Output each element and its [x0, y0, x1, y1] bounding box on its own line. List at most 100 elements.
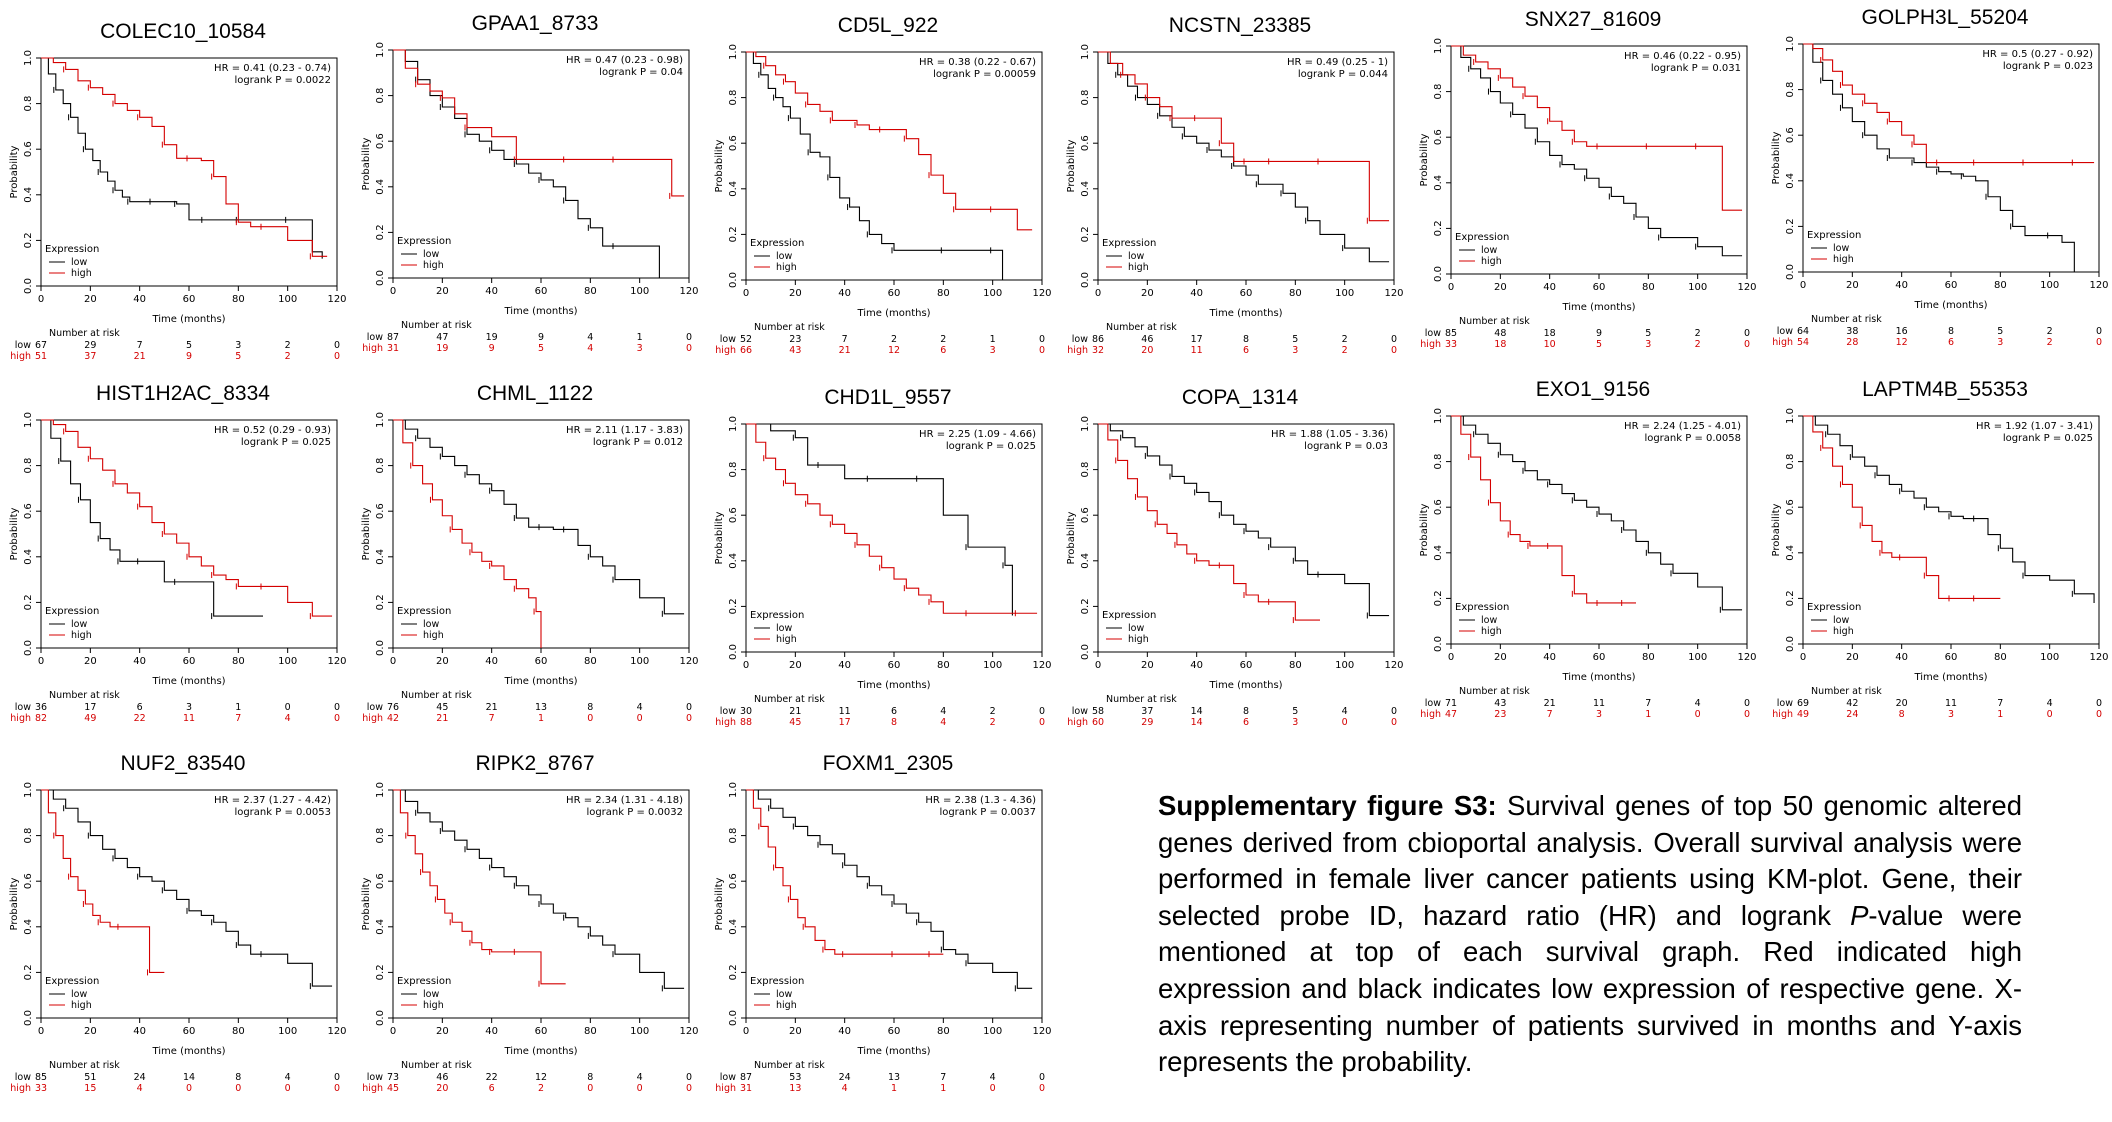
x-tick-label: 0: [1800, 652, 1806, 663]
y-tick-label: 0.8: [1785, 82, 1796, 98]
risk-count-high: 2: [2047, 337, 2053, 348]
risk-count-high: 60: [1092, 717, 1104, 728]
survival-curve-high: [393, 789, 566, 985]
y-tick-label: 1.0: [1080, 44, 1091, 60]
survival-curve-low: [1451, 45, 1743, 257]
x-tick-label: 60: [1240, 660, 1253, 671]
x-tick-label: 60: [183, 294, 196, 305]
x-tick-label: 40: [1190, 288, 1203, 299]
risk-count-high: 0: [587, 713, 593, 724]
km-plot-svg: 0 20 40 60 80 100 1200.00.20.40.60.81.0Probabi…: [9, 782, 347, 1094]
risk-count-high: 0: [1391, 717, 1397, 728]
risk-count-high: 15: [84, 1083, 96, 1094]
km-plot-svg: 0 20 40 60 80 100 1200.00.20.40.60.81.0Probabi…: [9, 50, 347, 362]
legend-label-low: low: [776, 989, 792, 1000]
x-tick-label: 20: [84, 656, 97, 667]
km-plot-panel: COPA_1314 0 20 40 60 80 100 120 0.0 0.2 0.4 0.6 0.8 1…: [1065, 386, 1415, 756]
legend-title: Expression: [45, 606, 99, 617]
risk-count-low: 30: [740, 706, 752, 717]
y-tick-label: 0.8: [23, 96, 34, 112]
legend-title: Expression: [750, 976, 804, 987]
x-tick-label: 20: [1494, 282, 1507, 293]
risk-count-high: 47: [1445, 709, 1457, 720]
number-at-risk-title: Number at risk: [1811, 314, 1882, 325]
y-tick-label: 1.0: [375, 412, 386, 428]
x-tick-label: 0: [1448, 652, 1454, 663]
legend-title: Expression: [397, 976, 451, 987]
logrank-p-label: logrank P = 0.025: [2003, 433, 2093, 444]
hazard-ratio-label: HR = 0.52 (0.29 - 0.93): [214, 425, 331, 436]
x-tick-label: 60: [1945, 652, 1958, 663]
risk-count-high: 7: [489, 713, 495, 724]
risk-count-low: 8: [587, 702, 593, 713]
risk-count-low: 17: [1191, 334, 1203, 345]
x-tick-label: 0: [390, 1026, 396, 1037]
x-tick-label: 60: [1240, 288, 1253, 299]
risk-count-high: 4: [940, 717, 946, 728]
risk-count-high: 18: [1494, 339, 1506, 350]
legend-title: Expression: [45, 244, 99, 255]
x-tick-label: 60: [535, 656, 548, 667]
y-tick-label: 0.4: [1785, 545, 1796, 561]
survival-curve-low: [1098, 423, 1390, 617]
risk-row-label-low: low: [367, 332, 383, 343]
y-tick-label: 0.6: [23, 141, 34, 157]
risk-row-label-low: low: [720, 334, 736, 345]
km-plot-panel: CD5L_922 0 20 40 60 80 100 120 0.0 0.2 0.4 0.6 0.8 1.…: [713, 14, 1063, 384]
y-tick-label: 0.6: [375, 873, 386, 889]
y-tick-label: 1.0: [1433, 408, 1444, 424]
legend-title: Expression: [397, 236, 451, 247]
x-axis-label: Time (months): [1913, 300, 1987, 311]
risk-count-high: 24: [1846, 709, 1858, 720]
hazard-ratio-label: HR = 2.24 (1.25 - 4.01): [1624, 421, 1741, 432]
y-tick-label: 1.0: [375, 782, 386, 798]
number-at-risk-title: Number at risk: [401, 320, 472, 331]
y-tick-label: 1.0: [728, 44, 739, 60]
risk-count-low: 37: [1141, 706, 1153, 717]
legend-label-high: high: [776, 262, 797, 273]
risk-count-high: 33: [1445, 339, 1457, 350]
risk-count-low: 42: [1846, 698, 1858, 709]
risk-count-high: 5: [1596, 339, 1602, 350]
risk-count-high: 20: [1141, 345, 1153, 356]
risk-count-high: 19: [436, 343, 448, 354]
logrank-p-label: logrank P = 0.025: [946, 441, 1036, 452]
number-at-risk-title: Number at risk: [49, 1060, 120, 1071]
x-tick-label: 60: [888, 1026, 901, 1037]
x-tick-label: 60: [1945, 280, 1958, 291]
hazard-ratio-label: HR = 0.5 (0.27 - 0.92): [1982, 49, 2093, 60]
risk-count-low: 22: [486, 1072, 498, 1083]
risk-count-low: 71: [1445, 698, 1457, 709]
risk-count-low: 46: [436, 1072, 448, 1083]
risk-count-high: 31: [387, 343, 399, 354]
survival-curve-low: [746, 789, 1033, 989]
x-tick-label: 60: [535, 1026, 548, 1037]
x-tick-label: 60: [1593, 652, 1606, 663]
y-tick-label: 0.4: [1080, 553, 1091, 569]
risk-count-high: 0: [2096, 337, 2102, 348]
x-tick-label: 0: [1448, 282, 1454, 293]
risk-count-high: 3: [1948, 709, 1954, 720]
legend-label-low: low: [423, 249, 439, 260]
risk-count-low: 45: [436, 702, 448, 713]
risk-count-low: 19: [486, 332, 498, 343]
legend-title: Expression: [750, 610, 804, 621]
survival-curve-high: [41, 57, 328, 257]
legend-label-high: high: [1833, 626, 1854, 637]
x-tick-label: 40: [1895, 280, 1908, 291]
legend-label-high: high: [423, 1000, 444, 1011]
risk-count-high: 4: [285, 713, 291, 724]
risk-count-high: 2: [1342, 345, 1348, 356]
risk-count-high: 49: [1797, 709, 1809, 720]
risk-row-label-high: high: [1420, 709, 1441, 720]
x-tick-label: 40: [1895, 652, 1908, 663]
y-tick-label: 0.0: [375, 640, 386, 656]
risk-row-label-low: low: [1777, 698, 1793, 709]
risk-count-high: 43: [789, 345, 801, 356]
x-tick-label: 0: [743, 1026, 749, 1037]
plot-title: SNX27_81609: [1524, 8, 1662, 31]
x-tick-label: 80: [232, 1026, 245, 1037]
risk-count-low: 51: [84, 1072, 96, 1083]
x-tick-label: 40: [838, 288, 851, 299]
risk-count-high: 6: [1243, 717, 1249, 728]
